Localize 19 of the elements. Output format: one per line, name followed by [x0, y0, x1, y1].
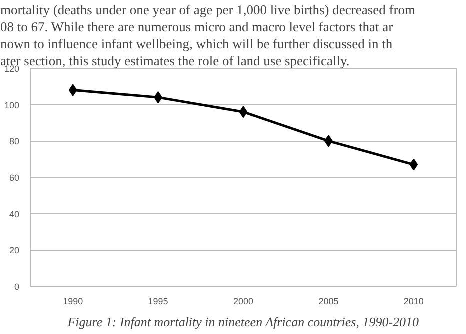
y-tick-label: 100 — [4, 100, 20, 110]
y-tick-label: 80 — [9, 136, 20, 147]
point — [410, 158, 418, 171]
text: mortality (deaths under one year of age per 1,000 live births) decreased from — [0, 2, 416, 18]
point — [239, 106, 248, 118]
x-tick-label: 2010 — [404, 296, 424, 306]
y-tick-label: 40 — [9, 209, 20, 220]
text: nown to influence infant wellbeing, which will be further discussed in th — [0, 36, 393, 52]
x-tick-label: 2005 — [318, 296, 339, 306]
text: 08 to 67. While there are numerous micro and macro level factors that ar — [0, 20, 394, 34]
y-tick-label: 60 — [9, 173, 20, 183]
x-tick-label: 1995 — [148, 296, 168, 306]
point — [68, 84, 78, 96]
y-tick-label: 20 — [9, 246, 20, 256]
x-tick-label: 2000 — [233, 296, 254, 306]
y-tick-label: 120 — [4, 64, 20, 74]
y-tick-label: 0 — [14, 282, 20, 292]
caption: Figure 1: Infant mortality in nineteen African countries, 1990-2010 — [66, 314, 420, 330]
x-tick-label: 1990 — [63, 296, 84, 306]
